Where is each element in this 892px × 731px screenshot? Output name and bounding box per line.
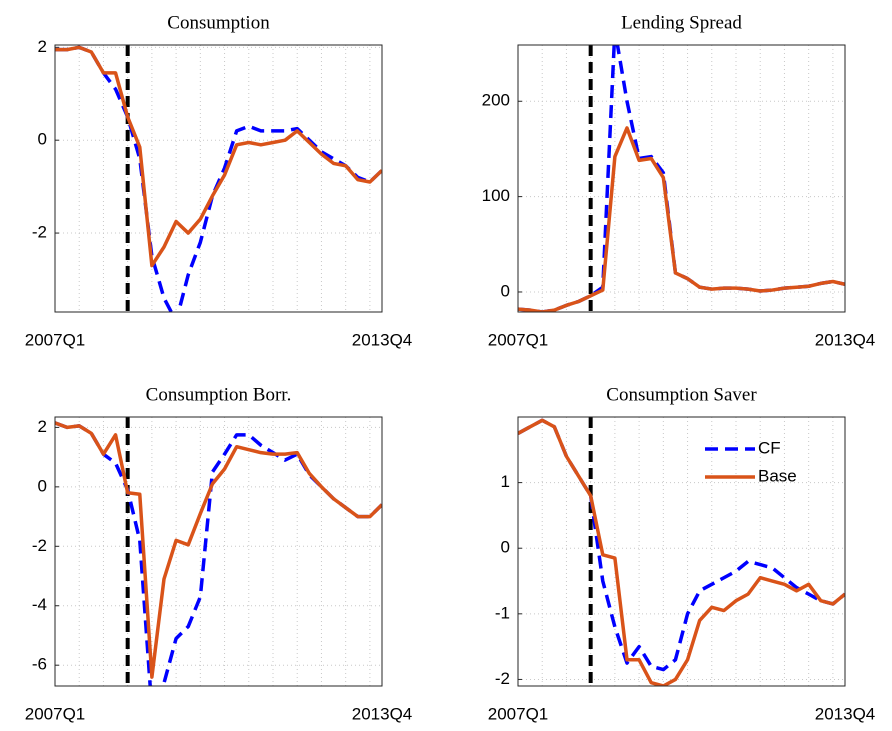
x-tick-label: 2007Q1 xyxy=(25,330,86,349)
plot-content xyxy=(518,417,845,686)
y-tick-label: 200 xyxy=(482,91,510,110)
y-tick-label: 100 xyxy=(482,186,510,205)
axes-box xyxy=(517,44,846,313)
y-tick-label: 0 xyxy=(501,281,510,300)
legend-label: Base xyxy=(758,466,797,485)
y-tick-label: -6 xyxy=(32,655,47,674)
panel: -6 -4 -2 0 2 2007Q1 2013Q4 Consumption Borr. xyxy=(25,384,413,723)
y-tick-label: 0 xyxy=(38,476,47,495)
plot-content xyxy=(55,45,382,312)
panel: 0 100 200 2007Q1 2013Q4 Lending Spread xyxy=(482,12,876,349)
chart-title: Consumption xyxy=(167,12,270,33)
series-line xyxy=(518,126,845,312)
axes-box xyxy=(54,44,383,313)
series-line xyxy=(55,45,382,268)
x-tick-label: 2007Q1 xyxy=(25,704,86,723)
y-tick-label: 1 xyxy=(501,472,510,491)
y-tick-label: 2 xyxy=(38,37,47,56)
chart-title: Lending Spread xyxy=(621,12,742,33)
y-tick-label: -2 xyxy=(495,669,510,688)
series-line xyxy=(55,421,382,679)
plot-content xyxy=(518,45,845,312)
y-tick-label: -1 xyxy=(495,603,510,622)
series-line xyxy=(518,418,845,686)
x-tick-label: 2013Q4 xyxy=(352,330,413,349)
chart-title: Consumption Borr. xyxy=(146,384,292,405)
panel: -2 -1 0 1 2007Q1 2013Q4 Consumption Saver CF Bas… xyxy=(488,384,876,723)
chart-title: Consumption Saver xyxy=(606,384,757,405)
y-tick-label: -4 xyxy=(32,595,47,614)
x-tick-label: 2013Q4 xyxy=(352,704,413,723)
x-tick-label: 2007Q1 xyxy=(488,330,549,349)
x-tick-label: 2013Q4 xyxy=(815,330,876,349)
y-tick-label: -2 xyxy=(32,223,47,242)
y-tick-label: 0 xyxy=(38,130,47,149)
x-tick-label: 2013Q4 xyxy=(815,704,876,723)
legend-label: CF xyxy=(758,438,781,457)
plot-content xyxy=(55,417,382,686)
axes-box xyxy=(517,416,846,687)
panel: -2 0 2 2007Q1 2013Q4 Consumption xyxy=(25,12,413,349)
y-tick-label: -2 xyxy=(32,536,47,555)
plot-area xyxy=(55,417,382,686)
plot-area xyxy=(518,45,845,312)
x-tick-label: 2007Q1 xyxy=(488,704,549,723)
axes-box xyxy=(54,416,383,687)
y-tick-label: 2 xyxy=(38,417,47,436)
y-tick-label: 0 xyxy=(501,538,510,557)
